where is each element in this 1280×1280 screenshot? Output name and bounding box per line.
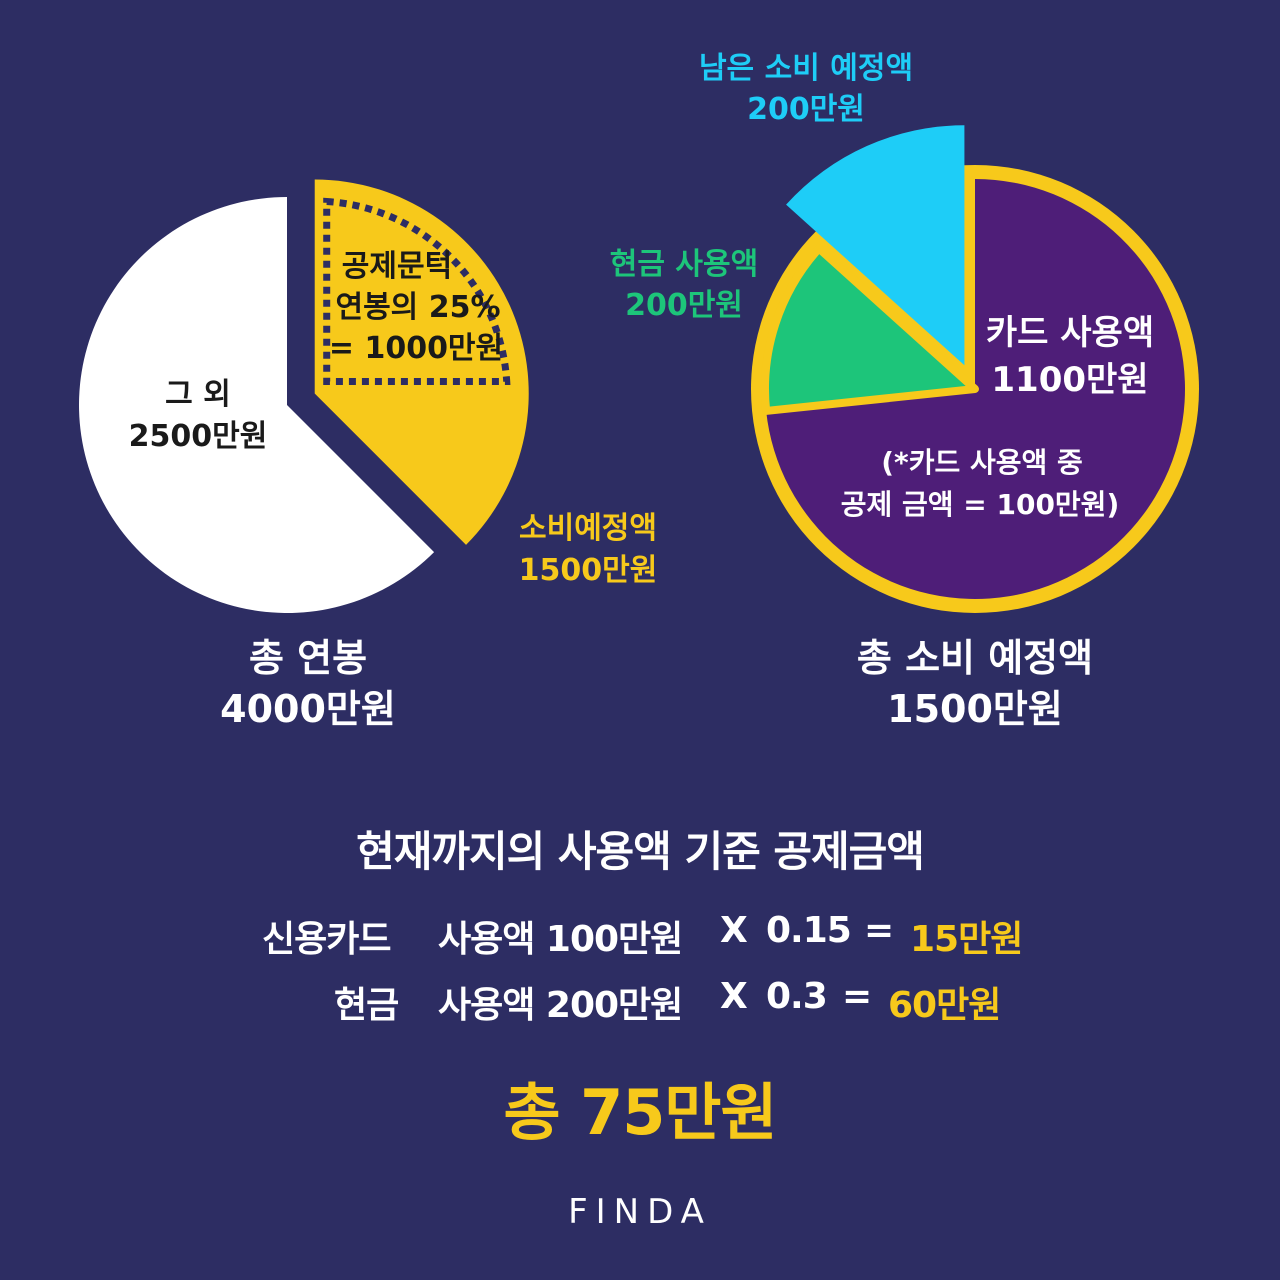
calc-result-credit: 15만원	[910, 919, 1023, 960]
pie-slice-planned-spend	[314, 179, 529, 545]
calc-eq-cash: =	[842, 976, 872, 1017]
salary-pie: 그 외 2500만원 공제문턱 연봉의 25% = 1000만원 소비예정액 1…	[79, 179, 658, 731]
threshold-value: = 1000만원	[329, 331, 503, 366]
threshold-line2: 연봉의 25%	[335, 290, 500, 325]
slice-value-others: 2500만원	[129, 419, 268, 454]
card-note-line1: (*카드 사용액 중	[881, 446, 1083, 479]
slice-value-cash: 200만원	[625, 288, 743, 323]
calc-item-credit: 신용카드	[262, 919, 391, 960]
slice-label-cash: 현금 사용액	[610, 247, 758, 282]
slice-value-planned-spend: 1500만원	[519, 553, 658, 588]
slice-value-remaining: 200만원	[747, 92, 865, 127]
chart-title-salary: 총 연봉	[249, 636, 367, 680]
finda-logo: FINDA	[568, 1192, 712, 1232]
slice-label-card: 카드 사용액	[986, 313, 1154, 353]
chart-title-spending: 총 소비 예정액	[857, 636, 1093, 680]
slice-label-others: 그 외	[165, 377, 231, 412]
calc-rate-credit: 0.15	[766, 910, 852, 951]
slice-value-card: 1100만원	[991, 360, 1148, 400]
chart-subtitle-spending: 1500만원	[887, 687, 1063, 731]
calc-result-cash: 60만원	[888, 985, 1001, 1026]
spending-pie: 카드 사용액 1100만원 (*카드 사용액 중 공제 금액 = 100만원) …	[610, 51, 1199, 731]
calc-usage-cash: 사용액 200만원	[438, 985, 683, 1026]
pie-slice-others	[79, 197, 435, 614]
calc-item-cash: 현금	[334, 985, 399, 1026]
calc-title: 현재까지의 사용액 기준 공제금액	[356, 827, 925, 876]
calc-usage-credit: 사용액 100만원	[438, 919, 683, 960]
calc-total: 총 75만원	[503, 1076, 778, 1149]
pie-slice-cash	[761, 244, 979, 415]
calc-rate-cash: 0.3	[766, 976, 828, 1017]
pie-slice-deduction-threshold	[323, 197, 511, 386]
chart-subtitle-salary: 4000만원	[220, 687, 396, 731]
slice-label-remaining: 남은 소비 예정액	[699, 51, 913, 86]
calc-op-credit: X	[720, 910, 748, 951]
pie-slice-remaining	[786, 125, 965, 366]
pie-charts: 그 외 2500만원 공제문턱 연봉의 25% = 1000만원 소비예정액 1…	[79, 51, 1199, 731]
calc-eq-credit: =	[864, 910, 894, 951]
slice-label-planned-spend: 소비예정액	[519, 511, 657, 546]
card-note-line2: 공제 금액 = 100만원)	[841, 488, 1120, 521]
threshold-label: 공제문턱	[342, 249, 452, 284]
calc-op-cash: X	[720, 976, 748, 1017]
